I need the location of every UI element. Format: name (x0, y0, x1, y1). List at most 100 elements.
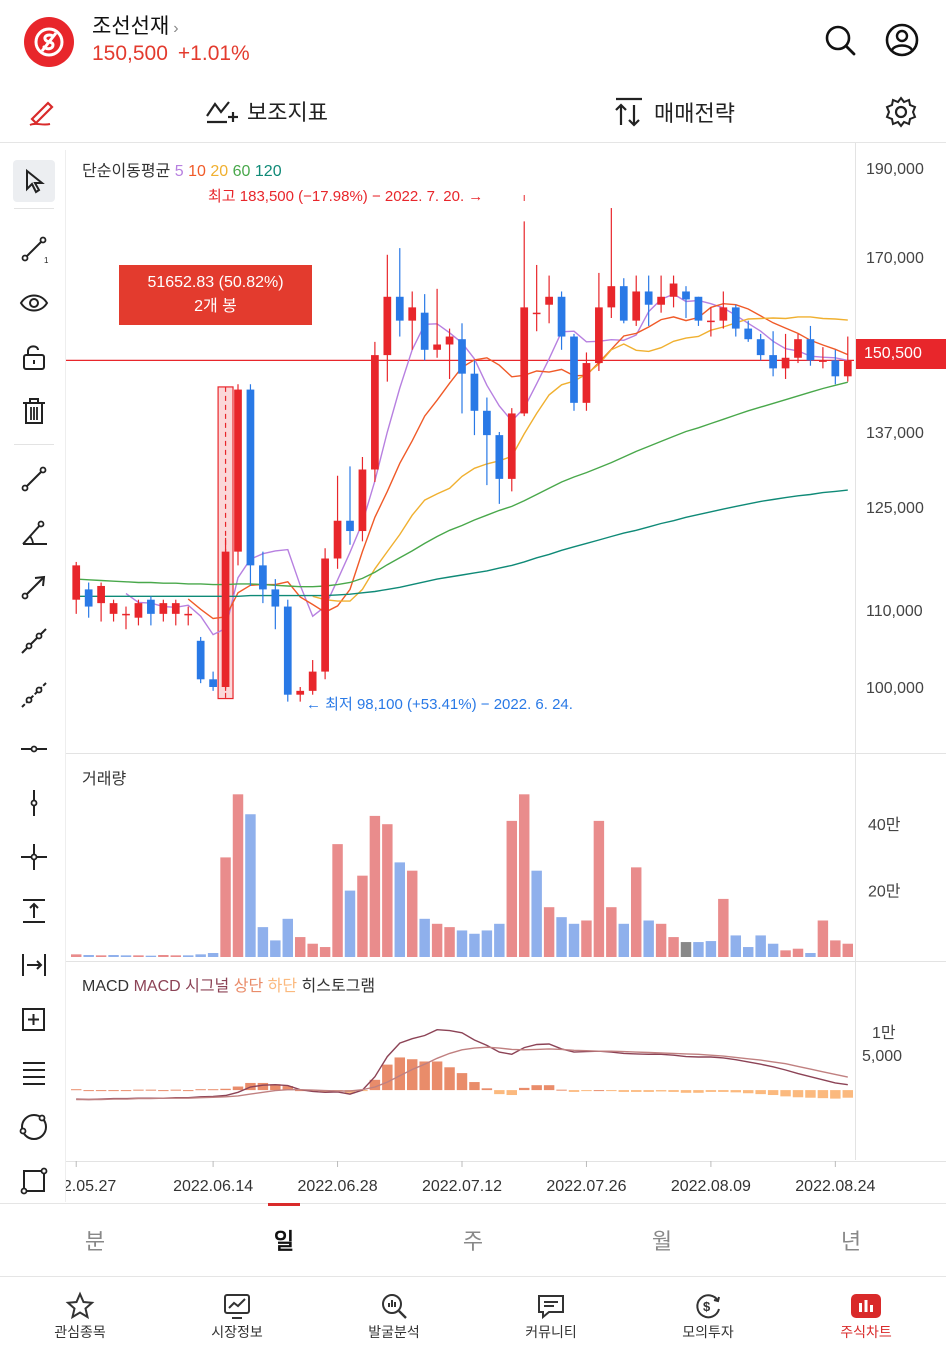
nav-community-label: 커뮤니티 (525, 1324, 577, 1340)
left-arrow-icon: ← (306, 696, 321, 713)
nav-discover[interactable]: 발굴분석 (334, 1290, 454, 1342)
rectangle-tool-icon[interactable] (13, 1160, 55, 1202)
macd-histogram-bar (419, 1061, 430, 1091)
search-icon[interactable] (820, 20, 860, 60)
indicator-button[interactable]: 보조지표 (205, 95, 328, 127)
candle-body (358, 469, 367, 532)
macd-histogram-bar (382, 1064, 393, 1091)
nav-stock-chart[interactable]: 주식차트 (806, 1290, 926, 1342)
nav-mock-invest[interactable]: $ 모의투자 (648, 1290, 768, 1342)
candle-body (819, 360, 827, 362)
nav-market[interactable]: 시장정보 (177, 1290, 297, 1342)
stock-header: 조선선재 › 150,500 +1.01% (0, 0, 946, 85)
macd-histogram-bar (456, 1073, 468, 1091)
macd-histogram-bar (680, 1090, 692, 1093)
price-range-tool-icon[interactable] (13, 890, 55, 932)
eye-icon[interactable] (13, 282, 55, 324)
measure-value: 51652.83 (50.82%) (147, 274, 284, 291)
current-price-tag: 150,500 (856, 339, 946, 369)
nav-community[interactable]: 커뮤니티 (491, 1290, 611, 1342)
volume-bar (108, 955, 119, 957)
macd-histogram-bar (780, 1090, 791, 1097)
candle-body (209, 679, 217, 687)
box-plus-tool-icon[interactable] (13, 998, 55, 1040)
cursor-tool-icon[interactable] (13, 160, 55, 202)
candle-body (246, 389, 255, 566)
volume-bar (792, 948, 804, 957)
candle-body (196, 640, 205, 680)
candle-body (470, 373, 479, 411)
candle-body (632, 291, 641, 321)
vertical-line-tool-icon[interactable] (13, 782, 55, 824)
volume-bar (419, 918, 430, 957)
angle-tool-icon[interactable] (13, 512, 55, 554)
macd-axis-label: 5,000 (862, 1048, 902, 1065)
crosshair-tool-icon[interactable] (13, 836, 55, 878)
nav-market-label: 시장정보 (211, 1324, 263, 1340)
settings-button[interactable] (884, 95, 926, 129)
unlock-icon[interactable] (13, 336, 55, 378)
volume-bar (444, 927, 455, 957)
fibonacci-tool-icon[interactable] (13, 1052, 55, 1094)
candle-body (545, 296, 553, 305)
trendline-tool-icon[interactable]: 1 (13, 228, 55, 270)
stock-name-link[interactable]: 조선선재 › (92, 10, 179, 40)
volume-bar (730, 935, 742, 957)
macd-histogram-bar (568, 1090, 580, 1092)
period-tab-week[interactable]: 주 (462, 1229, 484, 1254)
candle-body (669, 283, 678, 297)
svg-text:1: 1 (44, 256, 49, 264)
drawing-tool-button[interactable] (26, 95, 68, 129)
volume-bar (842, 943, 854, 957)
chart-canvas[interactable]: 190,000 170,000 137,000 125,000 110,000 100,0… (66, 143, 946, 1203)
ray-tool-icon[interactable] (13, 620, 55, 662)
date-range-tool-icon[interactable] (13, 944, 55, 986)
candle-body (395, 296, 404, 321)
volume-bar (307, 943, 318, 957)
macd-histogram-bar (693, 1090, 704, 1093)
candle-body (794, 339, 802, 358)
candle-body (507, 413, 516, 479)
horizontal-line-tool-icon[interactable] (13, 728, 55, 770)
trash-icon[interactable] (13, 390, 55, 432)
macd-histogram-bar (220, 1088, 231, 1091)
line-tool-icon[interactable] (13, 458, 55, 500)
macd-histogram-bar (668, 1090, 679, 1092)
right-arrow-icon: → (468, 188, 484, 205)
macd-histogram-bar (481, 1088, 493, 1091)
volume-bar (369, 815, 381, 957)
macd-histogram-bar (643, 1090, 654, 1092)
arrow-line-tool-icon[interactable] (13, 566, 55, 608)
extended-line-tool-icon[interactable] (13, 674, 55, 716)
stock-chart[interactable]: 190,000 170,000 137,000 125,000 110,000 100,0… (66, 143, 946, 1203)
candle-body (433, 344, 441, 350)
date-axis-label: 2022.08.24 (795, 1178, 875, 1195)
measure-tooltip: 51652.83 (50.82%) 2개 봉 (119, 265, 312, 325)
volume-bar (581, 920, 592, 957)
candle-body (520, 307, 529, 414)
magnifier-chart-icon (334, 1290, 454, 1322)
period-tab-month[interactable]: 월 (651, 1229, 673, 1254)
drawing-tools-panel: 1 (0, 150, 66, 1202)
nav-watchlist[interactable]: 관심종목 (20, 1290, 140, 1342)
period-tab-year[interactable]: 년 (840, 1229, 862, 1254)
period-tab-minute[interactable]: 분 (84, 1229, 106, 1254)
period-tab-day[interactable]: 일 (273, 1229, 295, 1254)
strategy-button[interactable]: 매매전략 (612, 95, 735, 129)
candle-body (694, 296, 703, 321)
candle-body (283, 606, 292, 695)
macd-histogram-bar (518, 1087, 530, 1091)
ma-legend: 단순이동평균 5 10 20 60 120 (82, 157, 282, 181)
volume-bar (630, 867, 642, 957)
candle-body (122, 613, 130, 616)
volume-bar (593, 820, 605, 957)
circle-tool-icon[interactable] (13, 1106, 55, 1148)
strategy-label: 매매전략 (654, 101, 735, 126)
volume-bar (220, 857, 231, 957)
price-axis-label: 110,000 (866, 603, 923, 620)
volume-bar (70, 954, 82, 957)
volume-bar (431, 923, 443, 957)
volume-bar (556, 917, 567, 957)
profile-icon[interactable] (882, 20, 922, 60)
volume-bar (257, 927, 269, 957)
